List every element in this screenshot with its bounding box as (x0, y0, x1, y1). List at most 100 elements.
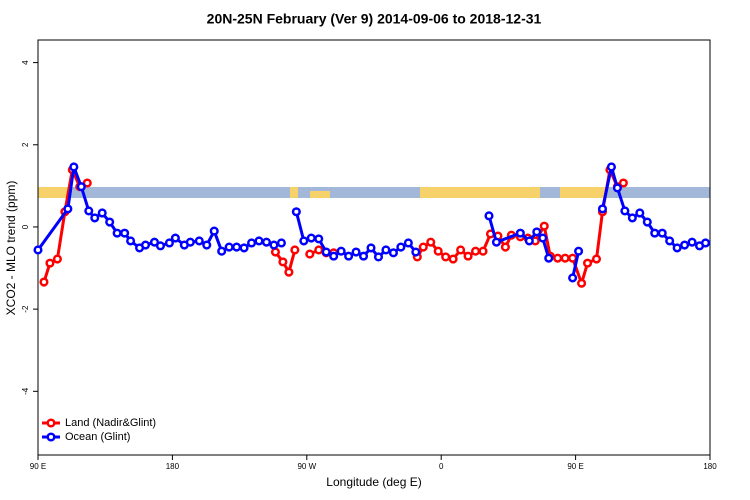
data-point (232, 242, 242, 252)
data-point (270, 247, 280, 257)
x-tick-label: 180 (166, 462, 180, 471)
data-point (299, 236, 309, 246)
data-point (618, 178, 628, 188)
data-point (291, 207, 301, 217)
data-point (568, 253, 578, 263)
data-point (336, 246, 346, 256)
data-point (627, 213, 637, 223)
data-point (321, 247, 331, 257)
data-point (90, 213, 100, 223)
data-point (500, 242, 510, 252)
data-point (620, 206, 630, 216)
data-point (314, 245, 324, 255)
data-point (553, 253, 563, 263)
data-point (329, 251, 339, 261)
data-point (217, 246, 227, 256)
data-point (612, 183, 622, 193)
data-point (105, 217, 115, 227)
map-strip (38, 187, 710, 198)
data-point (532, 227, 542, 237)
data-point (254, 236, 264, 246)
data-point (366, 243, 376, 253)
data-point (305, 249, 315, 259)
data-point (538, 233, 548, 243)
x-tick-label: 90 W (297, 462, 316, 471)
data-point (344, 251, 354, 261)
legend-marker (46, 432, 56, 442)
data-point (82, 178, 92, 188)
data-point (418, 242, 428, 252)
data-point (284, 267, 294, 277)
data-point (33, 245, 43, 255)
data-point (39, 277, 49, 287)
data-point (246, 238, 257, 248)
data-point (170, 233, 180, 243)
data-point (539, 221, 549, 231)
data-point (120, 228, 130, 238)
x-tick-label: 0 (439, 462, 444, 471)
y-tick-label: 4 (21, 60, 30, 65)
y-tick-label: -2 (21, 305, 30, 313)
data-point (568, 273, 578, 283)
y-tick-label: 0 (21, 224, 30, 229)
series-line (42, 164, 625, 289)
data-point (650, 228, 660, 238)
data-point (351, 247, 361, 257)
data-point (358, 251, 369, 261)
data-point (448, 254, 458, 264)
x-tick-label: 90 E (567, 462, 583, 471)
data-point (149, 237, 160, 247)
data-point (52, 254, 62, 264)
data-point (524, 236, 534, 246)
data-point (582, 258, 593, 268)
data-point (642, 217, 652, 227)
data-point (441, 252, 451, 262)
x-tick-label: 90 E (30, 462, 46, 471)
data-point (76, 182, 86, 192)
data-point (140, 240, 151, 250)
data-point (470, 246, 481, 256)
data-point (478, 246, 488, 256)
data-point (665, 236, 675, 246)
series-line (36, 166, 707, 279)
data-point (687, 237, 697, 247)
data-point (574, 246, 584, 256)
data-point (194, 236, 204, 246)
data-point (224, 242, 234, 252)
data-point (269, 240, 279, 250)
data-point (403, 238, 413, 248)
y-tick-label: 2 (21, 142, 30, 147)
data-point (381, 245, 391, 255)
data-point (597, 204, 608, 214)
data-point (606, 162, 616, 172)
data-point (700, 238, 711, 248)
data-point (657, 228, 667, 238)
y-tick-label: -4 (21, 387, 30, 395)
data-point (591, 254, 602, 264)
data-point (276, 238, 286, 248)
data-point (560, 253, 570, 263)
data-point (126, 236, 136, 246)
data-point (396, 242, 406, 252)
legend-label: Ocean (Glint) (65, 431, 130, 443)
x-axis-label: Longitude (deg E) (326, 475, 421, 489)
data-point (456, 245, 466, 255)
data-point (635, 208, 645, 218)
data-point (433, 246, 443, 256)
data-point (185, 237, 195, 247)
data-point (155, 241, 166, 251)
data-point (290, 245, 300, 255)
data-point (515, 228, 525, 238)
data-point (388, 248, 398, 258)
data-point (278, 257, 288, 267)
data-point (306, 233, 316, 243)
y-axis-label: XCO2 - MLO trend (ppm) (4, 181, 18, 316)
data-point (680, 240, 690, 250)
data-point (97, 208, 107, 218)
data-point (411, 247, 421, 257)
data-point (544, 253, 554, 263)
data-point (314, 234, 324, 244)
data-point (239, 243, 249, 253)
data-point (373, 252, 384, 262)
